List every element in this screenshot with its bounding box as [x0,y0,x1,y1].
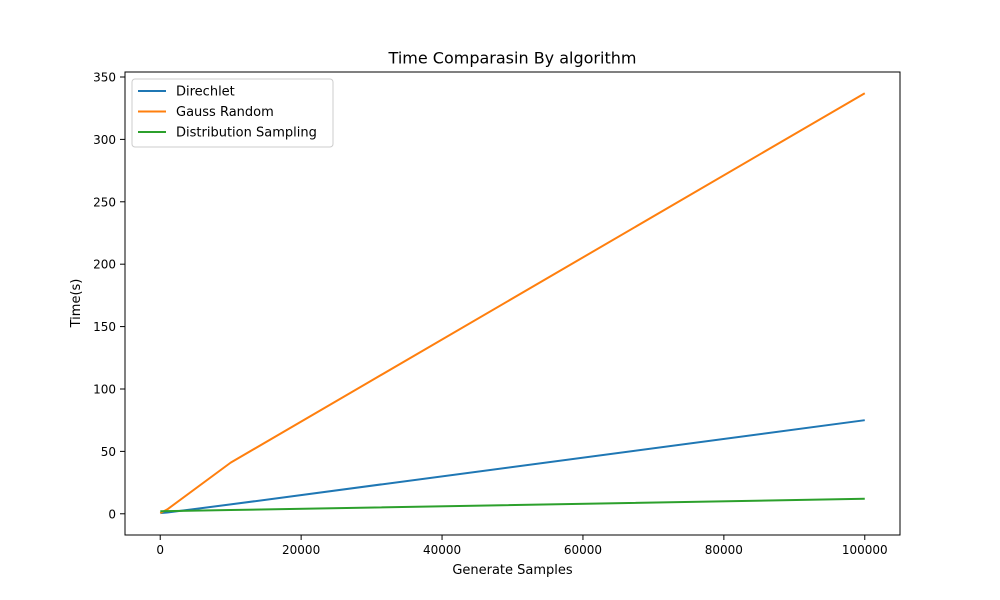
y-tick-label-6: 300 [93,133,116,147]
y-tick-label-5: 250 [93,195,116,209]
y-tick-label-0: 0 [108,507,116,521]
x-tick-label-1: 20000 [282,543,320,557]
x-tick-label-0: 0 [156,543,164,557]
y-axis-label: Time(s) [69,279,84,329]
x-tick-label-2: 40000 [423,543,461,557]
legend: Direchlet Gauss Random Distribution Sampli… [131,78,334,148]
legend-box [131,78,334,148]
legend-label-0: Direchlet [176,85,235,100]
plot-content: 0 20000 40000 60000 80000 100000 0 50 100 150 200 2… [93,70,901,557]
x-axis-label: Generate Samples [452,563,573,578]
x-tick-label-4: 80000 [705,543,743,557]
legend-label-1: Gauss Random [176,105,274,120]
y-tick-label-1: 50 [101,445,116,459]
legend-label-2: Distribution Sampling [176,126,317,141]
chart-title: Time Comparasin By algorithm [388,49,637,68]
x-tick-label-3: 60000 [564,543,602,557]
y-tick-label-4: 200 [93,258,116,272]
series-line-1 [159,92,866,515]
y-tick-label-3: 150 [93,320,116,334]
y-tick-label-2: 100 [93,382,116,396]
plot-frame [124,71,901,536]
y-tick-label-7: 350 [93,70,116,84]
x-tick-label-5: 100000 [842,543,888,557]
series-line-2 [159,497,865,513]
